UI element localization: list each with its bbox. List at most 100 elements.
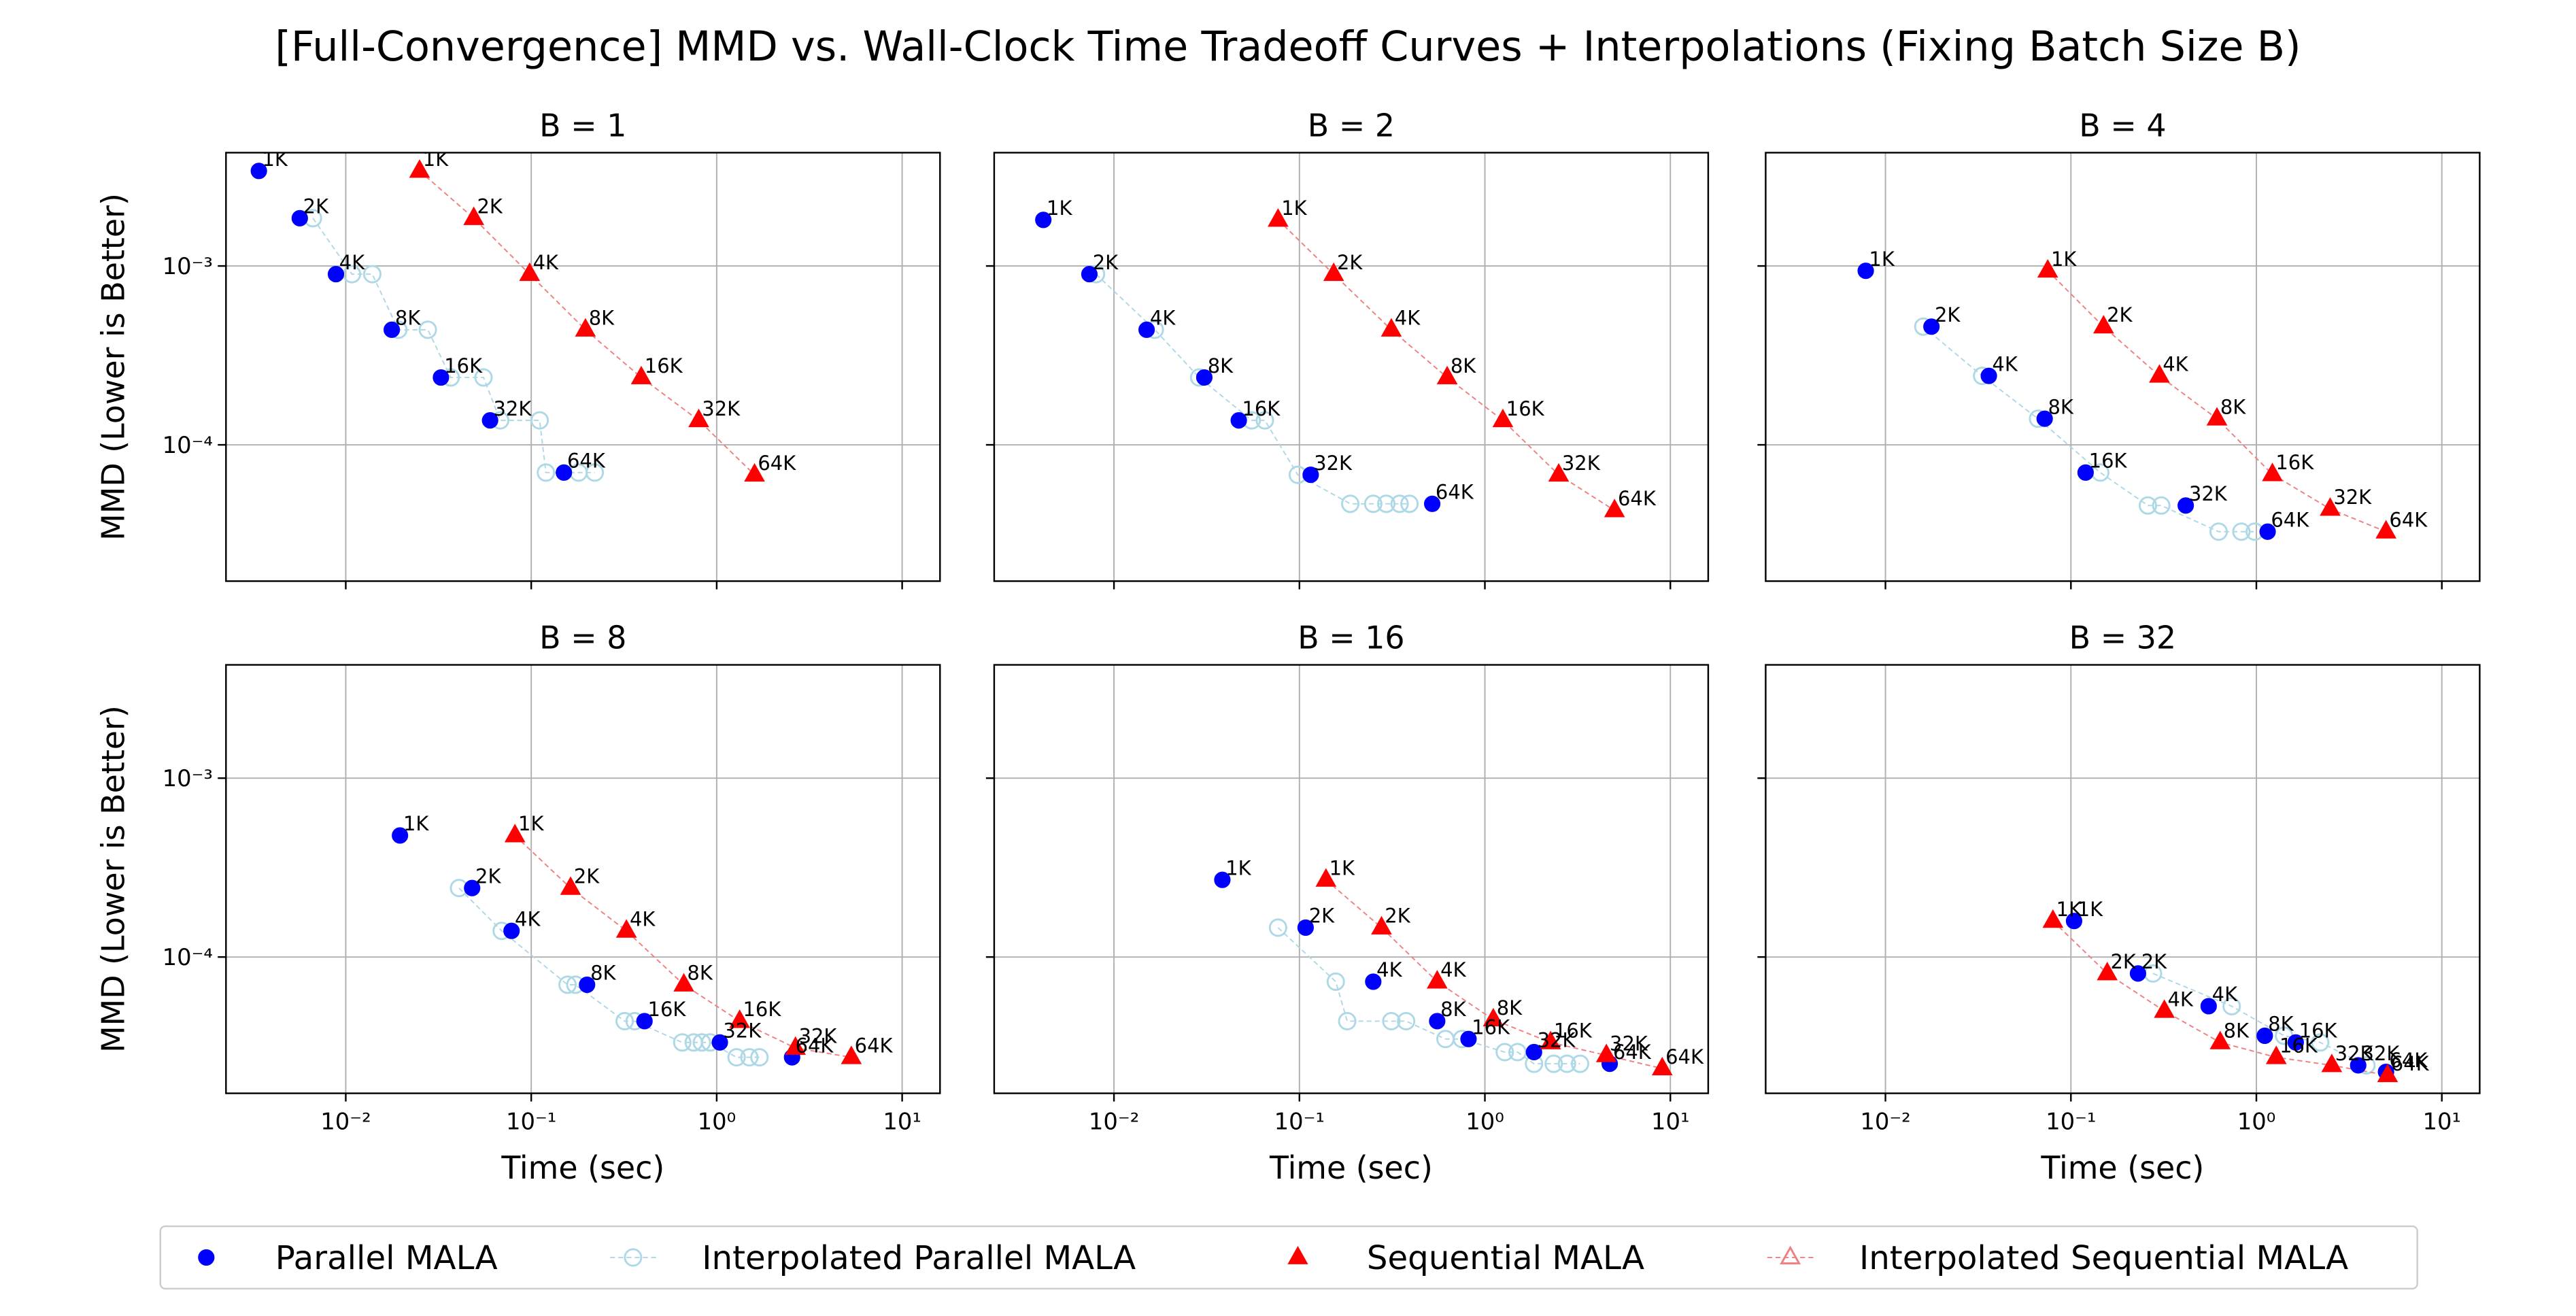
point-label: 4K [533, 251, 559, 274]
circle-marker [384, 321, 401, 338]
circle-marker [624, 1248, 643, 1267]
point-label: 4K [1395, 307, 1421, 330]
circle-marker [673, 1033, 692, 1052]
point-label: 32K [1314, 452, 1353, 475]
point-label: 32K [2333, 486, 2372, 509]
point-label: 8K [2268, 1013, 2294, 1036]
point-label: 2K [2107, 303, 2133, 326]
interpolation-line [312, 218, 595, 473]
y-axis-label: MMD (Lower is Better) [95, 705, 132, 1053]
triangle-marker [729, 1009, 750, 1028]
circle-marker [481, 412, 498, 429]
circle-marker [1544, 1054, 1563, 1073]
circle-marker [1857, 263, 1874, 280]
triangle-marker [409, 159, 430, 178]
point-label: 2K [1093, 251, 1119, 274]
point-label: 64K [2391, 1052, 2430, 1075]
x-tick-label: 10⁻² [320, 1109, 371, 1135]
point-label: 16K [2089, 450, 2128, 473]
point-label: 32K [1610, 1032, 1648, 1056]
triangle-marker [785, 1036, 806, 1055]
circle-marker [556, 464, 573, 481]
triangle-marker [616, 919, 637, 938]
circle-marker [1460, 1030, 1477, 1047]
interpolation-line [2152, 973, 2367, 1066]
x-tick-label: 10¹ [883, 1109, 921, 1135]
point-label: 1K [1329, 856, 1355, 879]
circle-marker [1035, 212, 1052, 229]
circle-marker [740, 1048, 759, 1067]
point-label: 64K [855, 1034, 894, 1057]
point-label: 4K [1992, 352, 2018, 375]
point-label: 4K [2212, 983, 2238, 1006]
circle-marker [1302, 467, 1319, 484]
triangle-marker [2037, 259, 2058, 278]
circle-marker [2209, 522, 2228, 541]
point-label: 4K [1376, 958, 1402, 981]
circle-marker [2152, 496, 2171, 515]
triangle-marker [688, 409, 709, 428]
circle-marker [198, 1249, 215, 1266]
x-axis-label: Time (sec) [2040, 1149, 2204, 1186]
circle-marker [1400, 494, 1419, 513]
y-tick-label: 10⁻³ [163, 765, 213, 792]
circle-marker [1297, 919, 1314, 937]
triangle-marker [1287, 1245, 1308, 1264]
circle-marker [558, 975, 577, 994]
triangle-marker [1780, 1245, 1801, 1265]
circle-marker [2311, 1033, 2330, 1052]
point-label: 32K [493, 397, 532, 420]
circle-marker [727, 1048, 746, 1067]
point-label: 1K [2078, 898, 2103, 921]
point-label: 4K [515, 907, 541, 930]
legend-label: Parallel MALA [275, 1239, 498, 1277]
interpolation-line [1095, 273, 1410, 505]
point-label: 16K [2275, 451, 2314, 474]
plot-area [226, 664, 940, 1094]
point-label: 16K [1554, 1019, 1593, 1043]
point-label: 2K [574, 865, 600, 888]
point-label: 16K [648, 998, 687, 1021]
triangle-marker [2321, 1053, 2342, 1073]
circle-marker [464, 879, 481, 896]
point-label: 8K [2048, 395, 2074, 418]
point-label: 16K [2280, 1034, 2318, 1057]
triangle-marker [2266, 1045, 2287, 1064]
plot-area [1765, 664, 2480, 1094]
triangle-marker [2320, 497, 2341, 516]
circle-marker [579, 976, 596, 993]
x-axis-label: Time (sec) [501, 1149, 664, 1186]
point-label: 1K [1281, 197, 1307, 220]
triangle-marker [2042, 909, 2063, 928]
point-label: 2K [2141, 950, 2167, 973]
subplot-title: B = 2 [1308, 107, 1395, 144]
subplot: B = 4 1K 2K 4K 8K 16K 32K 64K 1K 2K 4K 8K 16K 32K 64K [1757, 107, 2481, 590]
point-label: 8K [2220, 395, 2246, 418]
circle-marker [1081, 266, 1098, 283]
point-label: 32K [799, 1025, 838, 1048]
circle-marker [1923, 318, 1940, 335]
subplot-title: B = 16 [1298, 619, 1404, 656]
point-label: 32K [1562, 452, 1601, 475]
circle-marker [711, 1034, 728, 1051]
y-axis-label: MMD (Lower is Better) [95, 193, 132, 541]
circle-marker [2077, 464, 2094, 481]
point-label: 4K [2163, 352, 2188, 375]
figure-title: [Full-Convergence] MMD vs. Wall-Clock Ti… [275, 23, 2301, 71]
x-axis-label: Time (sec) [1269, 1149, 1433, 1186]
triangle-marker [2149, 364, 2170, 383]
point-label: 8K [1208, 354, 1234, 377]
circle-marker [433, 369, 450, 386]
plot-frame [225, 664, 941, 1094]
x-tick-label: 10⁰ [2237, 1109, 2276, 1135]
circle-marker [1377, 494, 1396, 513]
circle-marker [2036, 410, 2053, 427]
x-tick-label: 10⁰ [1465, 1109, 1504, 1135]
point-label: 4K [1150, 307, 1176, 330]
circle-marker [1255, 411, 1274, 430]
triangle-marker [1436, 366, 1458, 384]
point-label: 2K [1935, 303, 1961, 326]
